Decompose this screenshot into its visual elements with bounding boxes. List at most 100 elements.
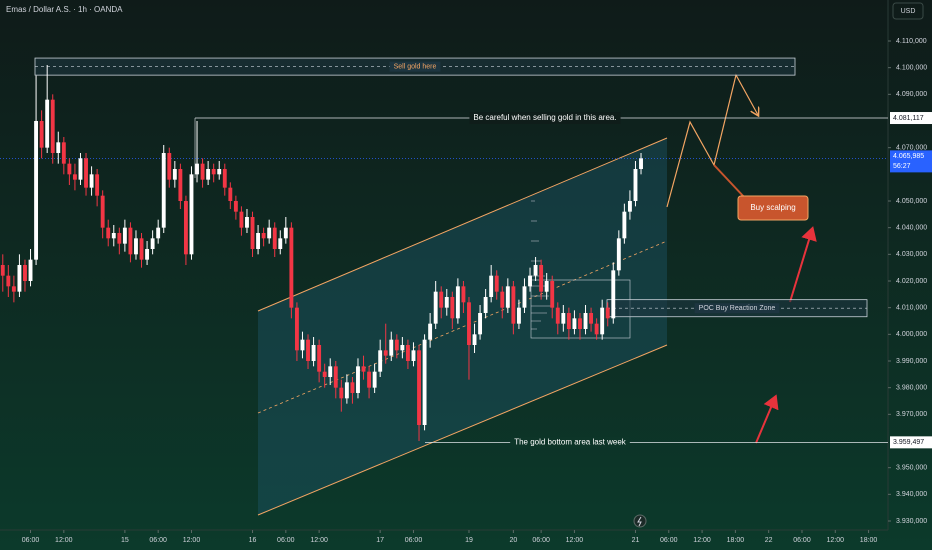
x-tick-label: 06:00 [532, 537, 550, 544]
x-tick-label: 20 [509, 537, 517, 544]
candle-body [605, 307, 610, 319]
candle-body [56, 142, 61, 153]
current-price-label: 4.065,985 [893, 153, 924, 160]
candle-body [522, 286, 527, 308]
channel-fill [258, 138, 667, 515]
countdown: 56:27 [893, 163, 911, 170]
candle-body [422, 339, 427, 425]
candle-body [411, 350, 416, 361]
x-tick-label: 16 [249, 537, 257, 544]
currency[interactable]: USD [901, 8, 916, 15]
candle-body [555, 307, 560, 324]
x-tick-label: 12:00 [827, 537, 845, 544]
x-tick-label: 06:00 [149, 537, 167, 544]
candle-body [322, 371, 327, 377]
currency-box [892, 2, 924, 20]
candle-body [572, 318, 577, 329]
candle-body [217, 169, 222, 175]
candle-body [467, 302, 471, 345]
channel-mid [257, 240, 668, 414]
candle-body [122, 227, 127, 244]
candle-body [566, 313, 571, 329]
candle-body [306, 339, 310, 361]
x-tick-label: 06:00 [793, 537, 811, 544]
x-tick-label: 12:00 [310, 537, 328, 544]
candle-body [539, 265, 544, 292]
y-tick-label: 4.050,000 [896, 198, 927, 205]
candle-body [633, 169, 638, 201]
candle-body [28, 259, 33, 281]
candle-body [89, 174, 94, 188]
y-tick-label: 3.980,000 [896, 385, 927, 392]
candle-body [544, 281, 549, 292]
red-arrow [755, 394, 779, 444]
candle-body [67, 163, 72, 175]
candle-body [6, 275, 11, 287]
candle-body [439, 291, 444, 308]
level-label-bg [469, 112, 621, 125]
candle-body [483, 297, 488, 313]
candle-body [294, 307, 299, 351]
candle-body [145, 249, 150, 260]
candle-body [195, 163, 199, 175]
candle-body [167, 153, 172, 180]
candle-body [239, 211, 244, 228]
candle-body [417, 350, 421, 425]
candle-body [261, 233, 266, 239]
candle-body [39, 121, 44, 148]
y-tick-label: 4.040,000 [896, 225, 927, 232]
zone-label-bg [389, 61, 441, 72]
candle-body [455, 286, 460, 319]
lightning-glyph [637, 516, 642, 527]
candle-body [394, 339, 399, 351]
lightning-icon[interactable] [633, 514, 647, 528]
candle-body [589, 313, 594, 324]
candle-body [100, 195, 105, 228]
candle-body [611, 270, 616, 319]
candle-body [505, 286, 510, 308]
candle-body [400, 345, 405, 351]
channel-lower [257, 344, 668, 516]
candle-body [561, 313, 566, 324]
candle-body [117, 233, 122, 244]
candle-body [267, 227, 272, 239]
y-tick-label: 4.000,000 [896, 331, 927, 338]
candle-body [233, 201, 238, 212]
candle-body [283, 227, 288, 239]
candle-body [84, 158, 88, 188]
candle-body [356, 366, 360, 393]
x-tick-label: 18:00 [860, 537, 878, 544]
candle-body [111, 233, 116, 239]
candle-body [500, 291, 505, 308]
candle-body [405, 345, 410, 361]
candle-body [478, 313, 483, 335]
x-tick-label: 15 [121, 537, 129, 544]
y-tick-label: 3.990,000 [896, 358, 927, 365]
candle-body [206, 169, 211, 180]
candle-body [45, 99, 50, 148]
y-tick-label: 4.020,000 [896, 278, 927, 285]
volume-profile [531, 200, 551, 330]
candle-body [161, 153, 166, 228]
candle-body [616, 238, 621, 271]
level-label: The gold bottom area last week [514, 437, 627, 446]
y-tick-label: 4.090,000 [896, 91, 927, 98]
candle-body [189, 174, 194, 255]
symbol: Emas / Dollar A.S. · 1h · OANDA [6, 5, 123, 14]
y-tick-label: 3.930,000 [896, 518, 927, 525]
candle-body [95, 174, 100, 196]
candle-body [106, 227, 111, 239]
candle-body [256, 233, 261, 249]
zone-label: POC Buy Reaction Zone [699, 305, 776, 312]
candle-body [139, 238, 144, 260]
x-tick-label: 21 [632, 537, 640, 544]
x-tick-label: 06:00 [405, 537, 423, 544]
candle-body [128, 227, 133, 255]
candle-body [311, 345, 316, 361]
candle-body [250, 217, 255, 249]
candle-body [72, 174, 77, 180]
level-label-bg [510, 436, 630, 449]
zone-label: Sell gold here [394, 63, 437, 70]
